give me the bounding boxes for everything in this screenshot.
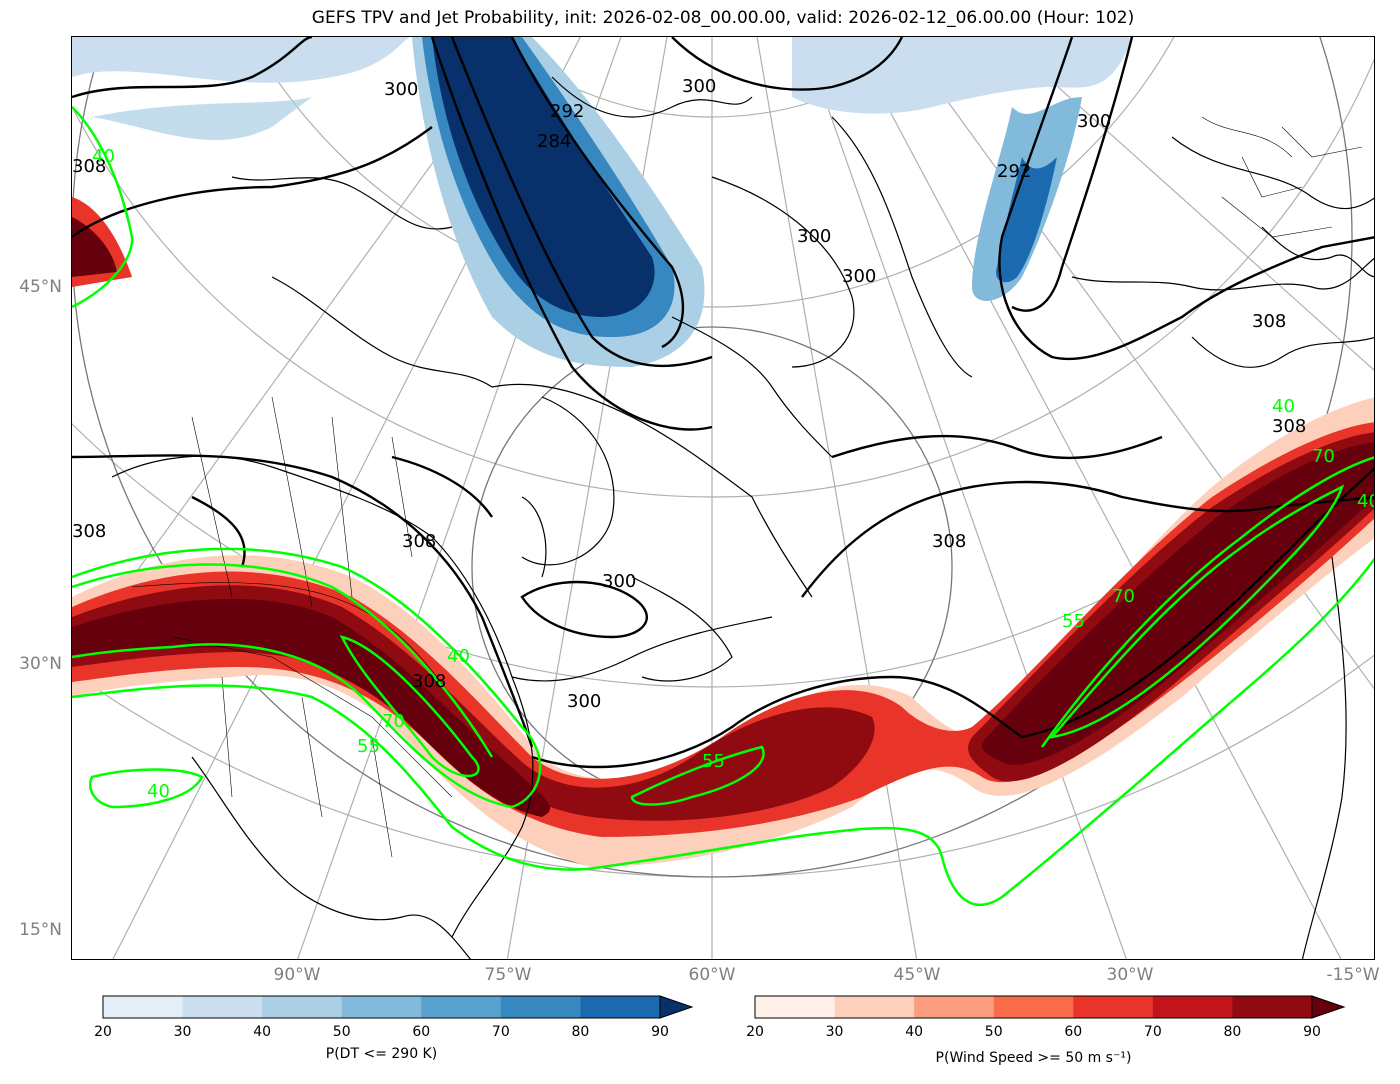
jet-speed-contours bbox=[72, 106, 1374, 907]
jet-label: 40 bbox=[147, 781, 170, 802]
theta-label: 300 bbox=[384, 79, 418, 100]
colorbar-tick-label: 70 bbox=[491, 1024, 510, 1040]
theta-label: 308 bbox=[72, 156, 106, 177]
colorbar-segment bbox=[834, 996, 915, 1018]
colorbar-red-label: P(Wind Speed >= 50 m s⁻¹) bbox=[935, 1050, 1132, 1066]
theta-label: 308 bbox=[1252, 311, 1286, 332]
lon-label-45w: 45°W bbox=[893, 965, 941, 985]
theta-label: 308 bbox=[932, 531, 966, 552]
theta-label: 308 bbox=[412, 671, 446, 692]
figure-title: GEFS TPV and Jet Probability, init: 2026… bbox=[311, 8, 1135, 28]
colorbar-tick-label: 60 bbox=[412, 1024, 431, 1040]
colorbar-tick-label: 20 bbox=[94, 1024, 112, 1040]
theta-label: 300 bbox=[842, 266, 876, 287]
colorbar-tick-label: 50 bbox=[332, 1024, 351, 1040]
lon-label-30w: 30°W bbox=[1106, 965, 1154, 985]
theta-label: 284 bbox=[537, 131, 571, 152]
theta-label: 300 bbox=[567, 691, 601, 712]
colorbar-segment bbox=[1152, 996, 1233, 1018]
colorbar-segment bbox=[1073, 996, 1154, 1018]
jet-label: 40 bbox=[1272, 396, 1295, 417]
jet-label: 70 bbox=[1112, 586, 1135, 607]
colorbar-segment bbox=[580, 996, 661, 1018]
colorbar-tick-label: 70 bbox=[1143, 1024, 1162, 1040]
jet-label: 40 bbox=[1357, 491, 1375, 512]
colorbar-tick-label: 90 bbox=[651, 1024, 669, 1040]
colorbar-tick-label: 90 bbox=[1303, 1024, 1321, 1040]
theta-label: 300 bbox=[682, 76, 716, 97]
colorbar-red bbox=[754, 995, 1346, 1019]
colorbar-segment bbox=[1232, 996, 1313, 1018]
colorbar-segment bbox=[914, 996, 995, 1018]
theta-contours bbox=[72, 37, 1374, 769]
theta-label: 300 bbox=[797, 226, 831, 247]
jet-label: 40 bbox=[92, 146, 115, 167]
jet-label: 55 bbox=[702, 751, 725, 772]
lat-label-45n: 45°N bbox=[19, 277, 62, 297]
theta-label: 308 bbox=[402, 531, 436, 552]
colorbar-segment bbox=[421, 996, 502, 1018]
colorbar-segment bbox=[755, 996, 836, 1018]
theta-label: 292 bbox=[997, 161, 1031, 182]
colorbar-segment bbox=[341, 996, 422, 1018]
theta-label: 308 bbox=[1272, 416, 1306, 437]
jet-label: 40 bbox=[447, 646, 470, 667]
colorbar-blue bbox=[102, 995, 694, 1019]
theta-labels: 308 300 292 284 300 300 292 300 308 308 … bbox=[72, 76, 1306, 712]
colorbar-tick-label: 40 bbox=[905, 1024, 924, 1040]
jet-labels: 40 40 40 55 70 40 55 70 70 55 40 bbox=[92, 146, 1375, 802]
political-borders bbox=[131, 116, 1363, 858]
colorbar-segment bbox=[993, 996, 1074, 1018]
colorbar-blue-label: P(DT <= 290 K) bbox=[325, 1046, 438, 1062]
colorbar-segment bbox=[103, 996, 184, 1018]
colorbar-tick-label: 50 bbox=[984, 1024, 1003, 1040]
tpv-probability-fill bbox=[72, 37, 1132, 367]
colorbar-tick-label: 80 bbox=[1223, 1024, 1242, 1040]
lat-label-15n: 15°N bbox=[19, 920, 62, 940]
map-svg: 308 300 292 284 300 300 292 300 308 308 … bbox=[72, 37, 1375, 959]
colorbar-tick-label: 60 bbox=[1064, 1024, 1083, 1040]
theta-label: 308 bbox=[72, 521, 106, 542]
colorbar-tick-label: 20 bbox=[746, 1024, 764, 1040]
lon-label-60w: 60°W bbox=[688, 965, 736, 985]
lon-label-90w: 90°W bbox=[273, 965, 321, 985]
coastlines bbox=[111, 76, 1374, 959]
jet-label: 70 bbox=[1312, 446, 1335, 467]
theta-label: 300 bbox=[602, 571, 636, 592]
lon-label-75w: 75°W bbox=[484, 965, 532, 985]
colorbar-tick-label: 80 bbox=[571, 1024, 590, 1040]
theta-label: 300 bbox=[1077, 111, 1111, 132]
map-panel: 308 300 292 284 300 300 292 300 308 308 … bbox=[71, 36, 1375, 960]
jet-label: 55 bbox=[357, 736, 380, 757]
jet-label: 70 bbox=[382, 711, 405, 732]
lon-label-15w: -15°W bbox=[1326, 965, 1380, 985]
colorbar-tick-label: 30 bbox=[173, 1024, 192, 1040]
colorbar-segment bbox=[500, 996, 581, 1018]
lat-label-30n: 30°N bbox=[19, 654, 62, 674]
jet-label: 55 bbox=[1062, 611, 1085, 632]
theta-label: 292 bbox=[550, 101, 584, 122]
colorbar-segment bbox=[182, 996, 263, 1018]
colorbar-tick-label: 40 bbox=[253, 1024, 272, 1040]
colorbar-segment bbox=[262, 996, 343, 1018]
colorbar-tick-label: 30 bbox=[825, 1024, 844, 1040]
